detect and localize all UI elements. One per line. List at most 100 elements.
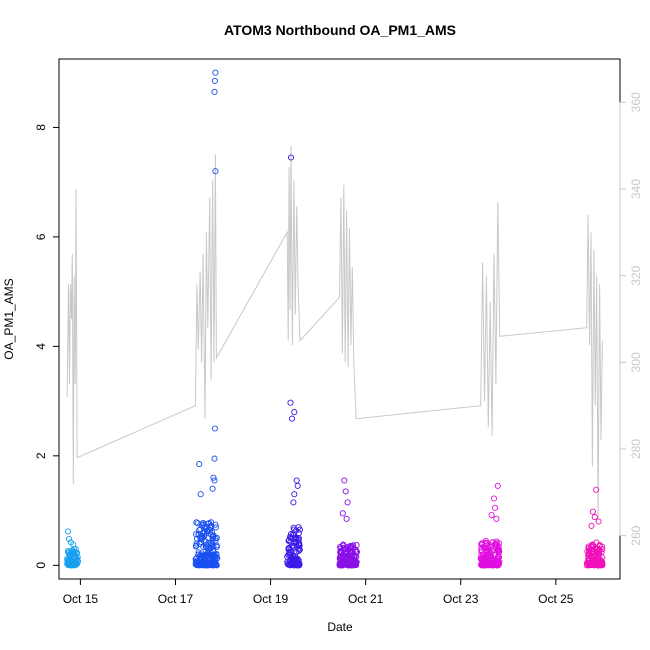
- data-point: [201, 528, 208, 535]
- x-tick-label: Oct 23: [443, 592, 479, 606]
- data-point: [599, 543, 606, 550]
- data-point: [211, 77, 218, 84]
- data-point: [593, 486, 600, 493]
- x-tick-label: Oct 19: [253, 592, 289, 606]
- y2-tick-label: 300: [629, 352, 643, 372]
- data-point: [587, 562, 594, 569]
- point-cluster: [583, 486, 606, 569]
- data-point: [336, 562, 343, 569]
- x-tick-label: Oct 21: [348, 592, 384, 606]
- data-point: [595, 518, 602, 525]
- data-point: [346, 549, 353, 556]
- series-line: [66, 145, 603, 519]
- data-point: [211, 88, 218, 95]
- data-point: [484, 556, 492, 563]
- data-point: [481, 561, 488, 568]
- data-point: [599, 546, 606, 553]
- data-point: [290, 499, 297, 506]
- x-tick-label: Oct 25: [538, 592, 574, 606]
- data-point: [343, 515, 350, 522]
- y-tick-label: 6: [34, 233, 48, 240]
- chart-title: ATOM3 Northbound OA_PM1_AMS: [224, 22, 456, 38]
- data-point: [65, 549, 72, 556]
- data-point: [66, 558, 73, 565]
- data-point: [495, 544, 502, 551]
- y-tick-label: 8: [34, 124, 48, 131]
- data-point: [65, 535, 73, 543]
- x-axis-label: Date: [327, 620, 353, 634]
- data-point: [340, 542, 347, 549]
- data-point: [493, 515, 500, 522]
- data-point: [295, 535, 302, 542]
- data-point: [478, 544, 485, 551]
- data-point: [212, 557, 219, 565]
- data-point: [210, 474, 217, 481]
- data-point: [287, 548, 294, 555]
- data-point: [288, 415, 296, 422]
- data-point: [197, 491, 204, 498]
- data-point: [350, 558, 357, 565]
- data-point: [212, 521, 219, 528]
- data-point: [339, 510, 346, 517]
- y-tick-label: 2: [34, 452, 48, 459]
- data-point: [488, 511, 495, 519]
- data-point: [196, 461, 203, 468]
- data-point: [291, 409, 298, 416]
- data-point: [294, 482, 301, 489]
- data-point: [338, 562, 345, 569]
- data-point: [211, 455, 218, 462]
- data-point: [65, 557, 72, 564]
- y2-tick-label: 360: [629, 92, 643, 112]
- data-point: [584, 548, 591, 555]
- data-point: [492, 541, 499, 548]
- plot-frame: [58, 58, 621, 580]
- data-point: [588, 522, 595, 529]
- data-point: [208, 531, 215, 538]
- data-point: [212, 69, 219, 76]
- data-point: [287, 534, 294, 542]
- data-point: [342, 488, 349, 495]
- data-point: [350, 554, 358, 561]
- data-point: [200, 557, 207, 564]
- data-point: [591, 514, 598, 521]
- data-point: [290, 559, 297, 566]
- data-point: [494, 482, 501, 489]
- data-point: [336, 555, 343, 562]
- point-cluster: [336, 477, 361, 569]
- data-point: [288, 559, 295, 566]
- data-point: [211, 425, 218, 432]
- data-point: [592, 558, 599, 565]
- data-point: [65, 562, 72, 569]
- y2-tick-label: 280: [629, 439, 643, 459]
- data-point: [213, 534, 220, 541]
- x-axis: Oct 15 Oct 17 Oct 19 Oct 21 Oct 23 Oct 25: [63, 578, 574, 606]
- data-point: [344, 499, 351, 506]
- x-tick-label: Oct 15: [63, 592, 99, 606]
- data-point: [74, 560, 81, 567]
- x-tick-label: Oct 17: [158, 592, 194, 606]
- data-point: [205, 527, 212, 535]
- points-layer: [64, 69, 606, 569]
- data-point: [491, 504, 499, 511]
- data-point: [199, 534, 206, 541]
- point-cluster: [64, 528, 82, 569]
- data-point: [205, 560, 212, 567]
- data-point: [490, 495, 498, 502]
- point-cluster: [477, 482, 503, 569]
- data-point: [352, 546, 359, 553]
- data-point: [291, 561, 298, 568]
- data-point: [290, 531, 298, 539]
- data-point: [287, 399, 294, 406]
- y-tick-label: 0: [34, 562, 48, 569]
- data-point: [193, 561, 201, 568]
- data-point: [70, 541, 77, 548]
- data-point: [289, 542, 296, 549]
- data-point: [213, 550, 220, 557]
- data-point: [72, 553, 79, 561]
- data-point: [200, 543, 207, 550]
- data-point: [199, 520, 206, 527]
- y2-axis: 260 280 300 320 340 360: [619, 92, 643, 546]
- data-point: [342, 556, 349, 563]
- data-point: [290, 544, 297, 551]
- y2-tick-label: 260: [629, 525, 643, 545]
